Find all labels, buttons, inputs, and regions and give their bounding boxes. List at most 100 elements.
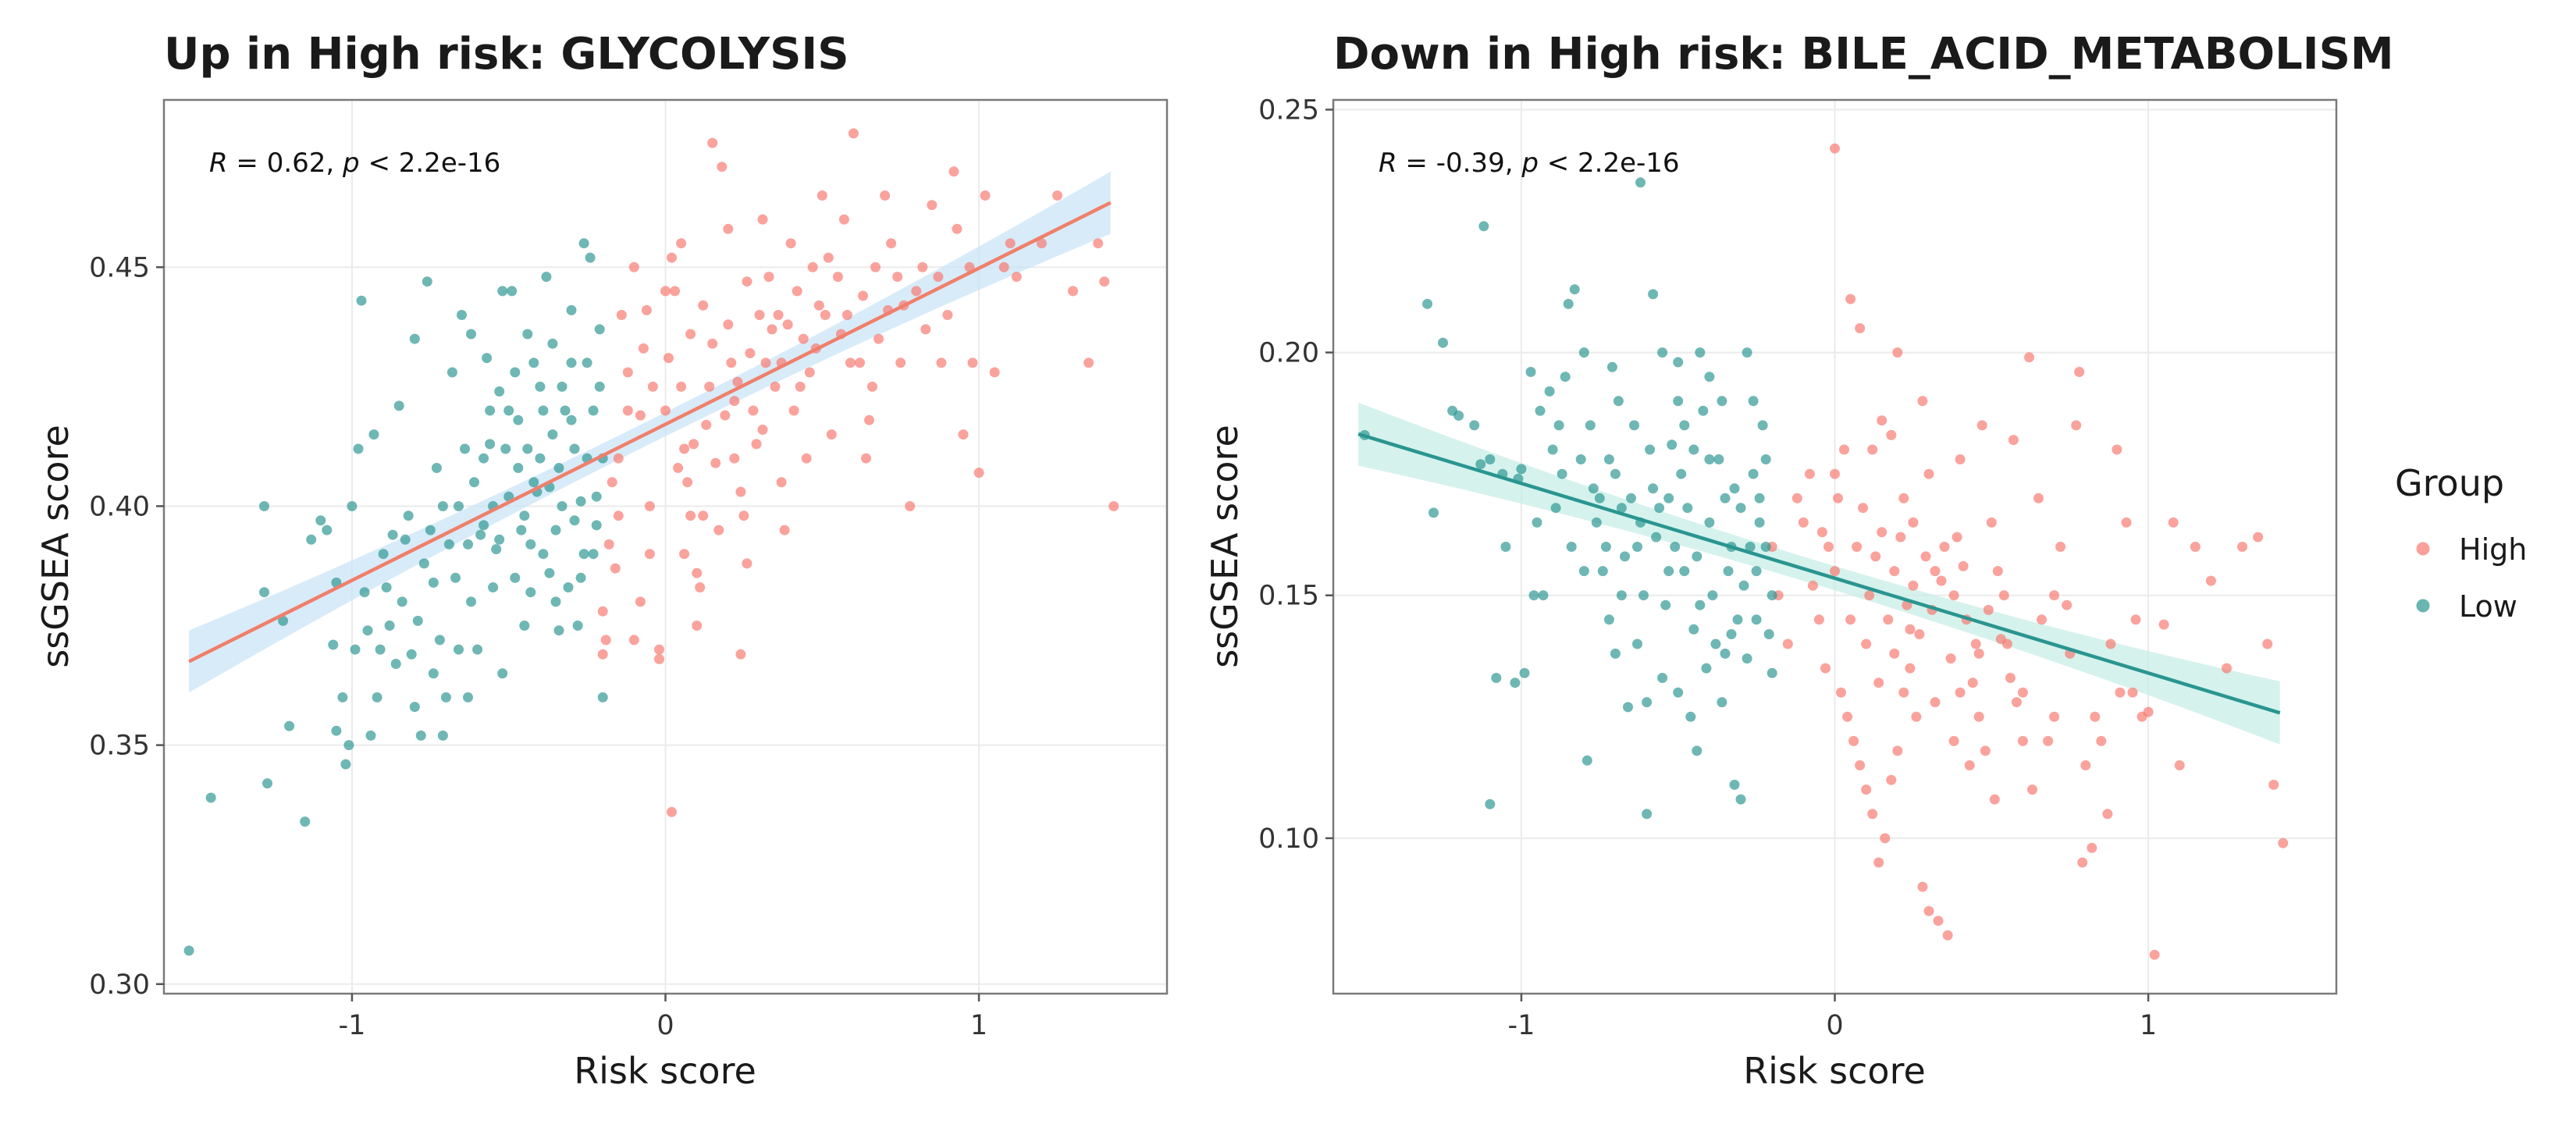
bile-acid-point-high (2049, 590, 2060, 601)
glycolysis-point-high (942, 310, 953, 320)
glycolysis-point-low (538, 549, 549, 560)
glycolysis-point-low (460, 443, 470, 454)
bile-acid-point-high (1798, 517, 1809, 528)
bile-acid-point-low (1642, 697, 1653, 708)
glycolysis-point-high (742, 558, 753, 569)
bile-acid-point-high (1791, 493, 1802, 503)
glycolysis-point-low (384, 621, 395, 631)
legend-label-low: Low (2459, 589, 2517, 624)
bile-acid-point-high (1964, 760, 1975, 770)
bile-acid-point-low (1654, 503, 1665, 514)
glycolysis-point-high (788, 405, 799, 416)
bile-acid-point-high (1839, 444, 1849, 455)
glycolysis-point-high (654, 644, 664, 655)
bile-acid-point-low (1673, 687, 1684, 698)
glycolysis-point-low (403, 510, 414, 521)
bile-acid-point-low (1710, 638, 1721, 649)
glycolysis-point-low (418, 558, 429, 569)
bile-acid-point-low (1692, 551, 1703, 562)
bile-acid-title: Down in High risk: BILE_ACID_METABOLISM (1333, 29, 2394, 80)
bile-acid-point-low (1469, 420, 1480, 431)
glycolysis-point-low (488, 582, 499, 592)
glycolysis-point-low (575, 496, 586, 507)
bile-acid-point-low (1735, 503, 1746, 514)
glycolysis-point-low (513, 463, 524, 473)
glycolysis-point-low (522, 329, 533, 340)
bile-acid-point-high (1877, 527, 1888, 538)
bile-acid-point-high (1948, 735, 1959, 746)
bile-acid-point-high (2071, 420, 2082, 431)
glycolysis-point-high (745, 348, 756, 358)
glycolysis-point-low (503, 405, 514, 416)
bile-acid-point-low (1682, 503, 1693, 514)
glycolysis-point-low (550, 596, 561, 607)
bile-acid-point-high (1973, 648, 1984, 659)
glycolysis-point-low (547, 338, 558, 349)
glycolysis-point-low (359, 587, 370, 598)
glycolysis-point-low (437, 501, 448, 511)
bile-acid-point-low (1500, 542, 1511, 552)
bile-acid-point-low (1763, 629, 1774, 639)
bile-acid-point-low (1754, 493, 1765, 503)
glycolysis-point-high (792, 286, 802, 297)
bile-acid-point-low (1738, 580, 1749, 591)
bile-acid-point-low (1519, 667, 1530, 678)
glycolysis-point-low (566, 357, 577, 368)
bile-acid-point-high (1989, 794, 2000, 805)
bile-acid-point-high (1908, 517, 1919, 528)
bile-acid-point-low (1603, 614, 1614, 625)
bile-acid-point-low (1698, 405, 1709, 416)
glycolysis-point-high (770, 381, 781, 392)
glycolysis-point-high (751, 439, 762, 450)
glycolysis-point-high (823, 252, 834, 263)
bile-acid-point-high (1883, 614, 1894, 625)
bile-acid-point-low (1429, 507, 1439, 518)
glycolysis-x-tick-label: 1 (970, 1010, 987, 1041)
bile-acid-point-high (1930, 697, 1941, 708)
glycolysis-point-low (525, 539, 536, 550)
bile-acid-point-high (2102, 809, 2113, 820)
glycolysis-point-low (535, 381, 546, 392)
bile-acid-point-high (1936, 575, 1947, 586)
glycolysis-point-low (485, 405, 496, 416)
bile-acid-point-high (1836, 687, 1846, 698)
glycolysis-point-high (676, 238, 687, 249)
bile-acid-point-high (1995, 634, 2006, 645)
bile-acid-point-low (1575, 454, 1586, 464)
bile-acid-point-high (1917, 396, 1928, 407)
glycolysis-point-high (603, 539, 614, 550)
glycolysis-point-high (616, 310, 627, 320)
bile-acid-point-low (1748, 468, 1759, 479)
bile-acid-point-high (1905, 624, 1916, 635)
glycolysis-point-low (594, 381, 605, 392)
bile-acid-point-high (2262, 638, 2273, 649)
bile-acid-point-high (1983, 604, 1994, 615)
bile-acid-point-low (1585, 420, 1596, 431)
bile-acid-point-low (1688, 444, 1699, 455)
glycolysis-point-low (409, 333, 420, 344)
glycolysis-point-high (698, 300, 709, 311)
glycolysis-point-low (343, 740, 354, 751)
glycolysis-point-low (457, 310, 467, 320)
glycolysis-point-high (952, 223, 962, 234)
glycolysis-x-tick-label: 0 (656, 1010, 674, 1041)
glycolysis-correlation-annotation: R = 0.62, p < 2.2e-16 (209, 148, 500, 179)
glycolysis-point-low (205, 792, 216, 803)
bile-acid-point-high (1933, 916, 1944, 927)
bile-acid-point-low (1620, 551, 1630, 562)
glycolysis-point-high (1052, 190, 1062, 201)
bile-acid-point-high (2024, 352, 2034, 363)
glycolysis-point-low (513, 414, 524, 425)
bile-acid-point-low (1657, 347, 1668, 358)
glycolysis-point-high (628, 635, 639, 646)
bile-acid-point-high (2074, 367, 2085, 377)
bile-acid-x-tick-label: 0 (1826, 1010, 1843, 1041)
legend-title: Group (2395, 462, 2504, 504)
bile-acid-point-low (1695, 599, 1706, 610)
glycolysis-point-high (660, 286, 671, 297)
bile-acid-point-low (1475, 459, 1486, 470)
glycolysis-point-low (259, 587, 269, 598)
glycolysis-point-low (353, 443, 364, 454)
glycolysis-point-low (368, 429, 379, 440)
glycolysis-point-low (381, 582, 392, 592)
